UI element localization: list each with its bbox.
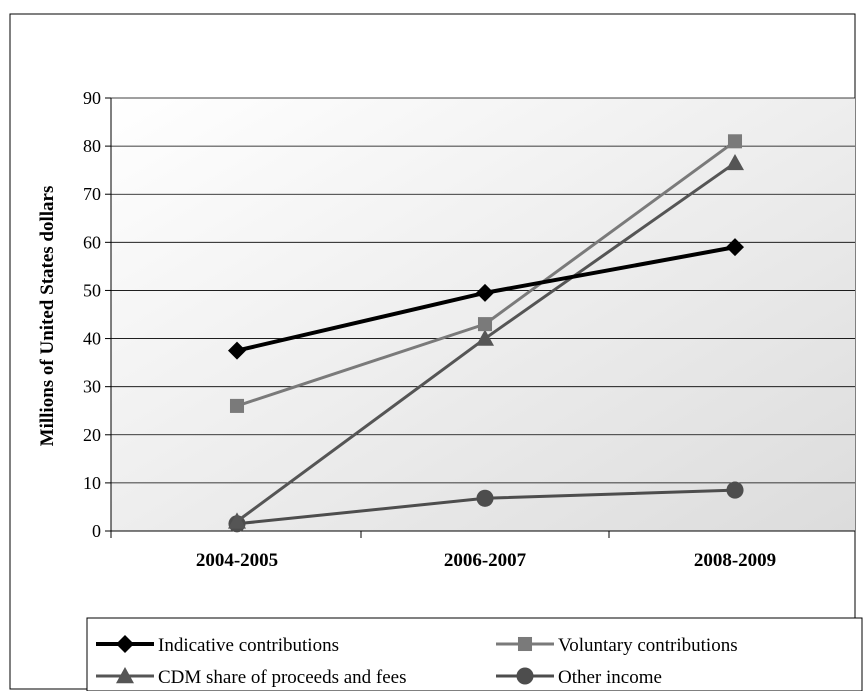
y-tick-label: 80: [83, 136, 101, 156]
square-marker: [727, 134, 743, 149]
legend-label: CDM share of proceeds and fees: [158, 667, 407, 688]
plot-area: [111, 98, 855, 531]
legend: Indicative contributions Voluntary contri…: [86, 617, 863, 692]
y-tick-label: 90: [83, 88, 101, 108]
y-axis-title: Millions of United States dollars: [37, 186, 58, 447]
square-marker: [517, 636, 533, 652]
square-marker: [229, 398, 245, 413]
diamond-marker: [228, 341, 246, 360]
triangle-marker: [476, 329, 494, 346]
triangle-marker: [116, 667, 134, 684]
legend-item: CDM share of proceeds and fees: [96, 667, 407, 688]
y-tick-label: 70: [83, 184, 101, 204]
circle-marker: [516, 667, 534, 685]
circle-marker: [726, 481, 744, 499]
diamond-marker: [726, 238, 744, 257]
legend-item: Voluntary contributions: [496, 635, 738, 656]
y-tick-label: 10: [83, 473, 101, 493]
series-1: [229, 134, 743, 413]
legend-item: Indicative contributions: [96, 635, 339, 656]
series-layer: [228, 134, 744, 533]
series-2: [228, 153, 744, 529]
triangle-marker: [726, 153, 744, 171]
square-marker: [477, 317, 493, 332]
legend-frame: [86, 617, 863, 692]
x-tick-label: 2006-2007: [444, 550, 527, 571]
y-tick-label: 50: [83, 280, 101, 300]
y-tick-label: 30: [83, 377, 101, 397]
legend-label: Indicative contributions: [158, 635, 339, 656]
diamond-marker: [476, 283, 494, 302]
circle-marker: [476, 489, 494, 507]
x-tick-label: 2004-2005: [196, 550, 278, 571]
triangle-marker: [228, 512, 246, 529]
legend-label: Other income: [558, 667, 662, 688]
x-tick-label: 2008-2009: [694, 550, 776, 571]
legend-item: Other income: [496, 667, 662, 688]
y-tick-label: 0: [92, 521, 101, 541]
y-tick-label: 60: [83, 232, 101, 252]
legend-label: Voluntary contributions: [558, 635, 738, 656]
series-0: [228, 238, 744, 360]
axes: 0 10 20 30 40 50 60 70 80 90 2004-2005 2006-2007 200…: [83, 88, 856, 571]
y-tick-label: 20: [83, 425, 101, 445]
diamond-marker: [116, 635, 134, 653]
y-tick-label: 40: [83, 329, 101, 349]
